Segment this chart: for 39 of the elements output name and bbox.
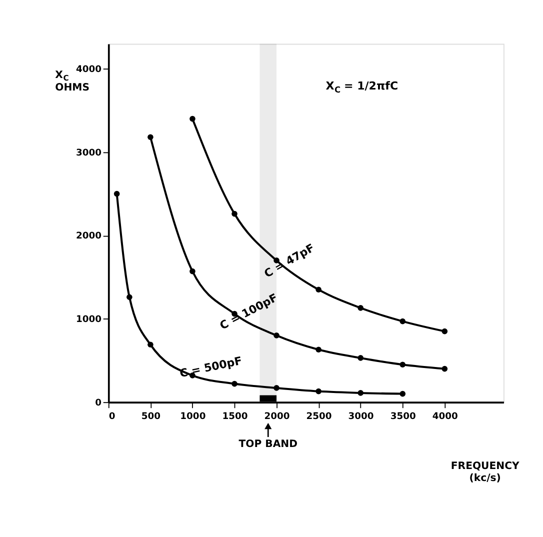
legend-label: TOP BAND <box>238 439 298 450</box>
point <box>148 134 154 140</box>
y-tick-label: 2000 <box>76 230 102 242</box>
point <box>400 390 406 397</box>
point <box>274 385 280 391</box>
point <box>190 372 196 378</box>
point <box>358 355 364 361</box>
point <box>442 366 448 372</box>
point <box>358 390 364 396</box>
point <box>190 116 196 122</box>
point <box>316 346 322 353</box>
x-tick-label: 4000 <box>432 411 458 422</box>
x-tick-label: 0 <box>108 411 116 422</box>
x-tick-label: 3500 <box>390 411 416 422</box>
point <box>274 258 280 264</box>
point <box>442 328 448 334</box>
point <box>232 210 238 217</box>
point <box>316 388 322 394</box>
x-tick-label: 3000 <box>348 411 374 422</box>
y-tick-label: 0 <box>95 397 102 408</box>
x-axis-title: FREQUENCY (kc/s) <box>450 461 520 484</box>
point <box>400 318 406 324</box>
x-tick-label: 2500 <box>306 411 332 422</box>
point <box>274 332 280 338</box>
point <box>400 362 406 368</box>
y-tick-label: 1000 <box>76 314 102 326</box>
point <box>148 342 154 348</box>
y-tick-label: 3000 <box>76 147 102 158</box>
x-tick-label: 500 <box>141 411 160 422</box>
point <box>190 268 196 274</box>
x-tick-label: 2000 <box>264 411 290 422</box>
x-tick-label: 1500 <box>222 411 248 422</box>
point <box>232 380 238 387</box>
point <box>358 305 364 311</box>
point <box>126 294 132 300</box>
y-tick-label: 4000 <box>76 64 102 76</box>
point <box>316 286 322 293</box>
point <box>114 190 120 197</box>
x-tick-label: 1000 <box>180 411 206 422</box>
